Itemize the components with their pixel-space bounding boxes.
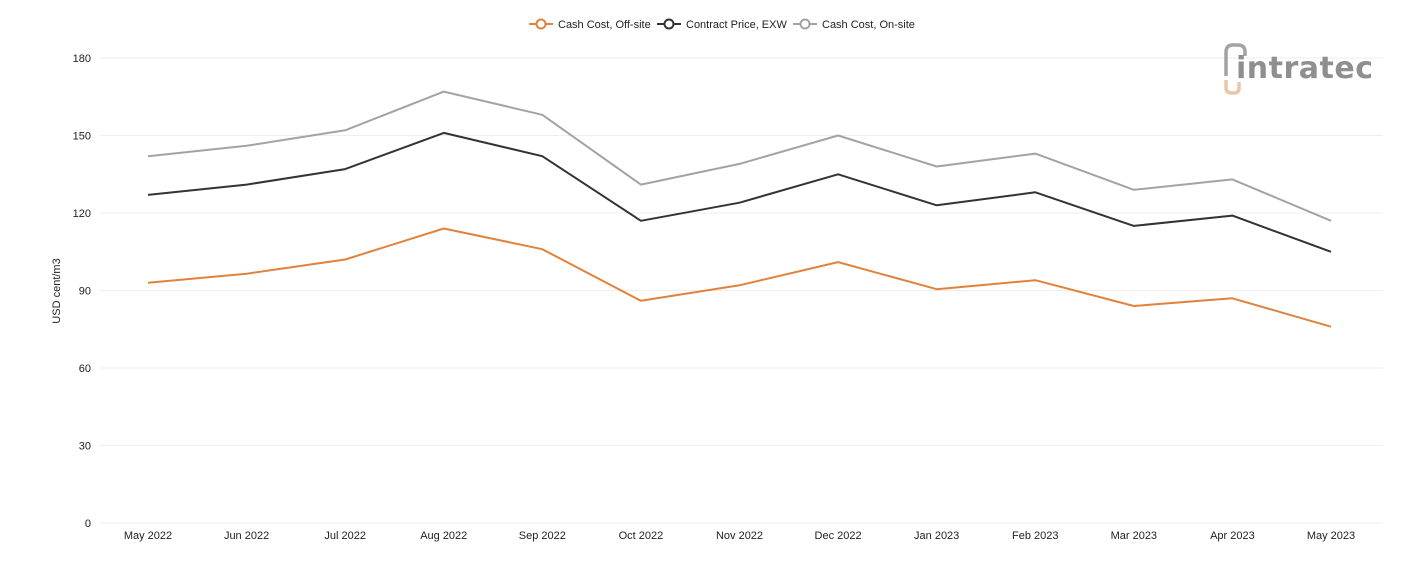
legend-marker <box>535 18 547 30</box>
y-axis-title: USD cent/m3 <box>51 258 63 323</box>
x-tick-label: Jun 2022 <box>224 530 269 542</box>
y-tick-label: 120 <box>73 208 91 220</box>
legend-item: Cash Cost, On-site <box>793 18 915 31</box>
x-tick-label: Apr 2023 <box>1210 530 1255 542</box>
x-tick-label: Feb 2023 <box>1012 530 1058 542</box>
legend: Cash Cost, Off-site Contract Price, EXW Ca… <box>529 18 915 31</box>
intratec-logo-icon <box>1224 43 1247 95</box>
y-tick-label: 90 <box>79 286 91 298</box>
legend-label: Cash Cost, On-site <box>822 19 915 31</box>
series-line-3 <box>147 90 1332 222</box>
x-tick-label: Sep 2022 <box>519 530 566 542</box>
y-tick-label: 30 <box>79 441 91 453</box>
legend-marker <box>663 18 675 30</box>
y-tick-label: 0 <box>85 518 91 530</box>
x-tick-label: Dec 2022 <box>815 530 862 542</box>
legend-marker <box>799 18 811 30</box>
legend-item: Cash Cost, Off-site <box>529 18 651 31</box>
x-tick-label: Jan 2023 <box>914 530 959 542</box>
logo-text: intratec <box>1236 51 1374 86</box>
x-tick-label: Nov 2022 <box>716 530 763 542</box>
y-axis-ticks: 0 30 60 90 120 150 180 <box>73 53 91 530</box>
y-tick-label: 150 <box>73 131 91 143</box>
legend-item: Contract Price, EXW <box>657 18 787 31</box>
x-axis-ticks: May 2022 Jun 2022 Jul 2022 Aug 2022 Sep 2022… <box>124 530 1355 542</box>
x-tick-label: Jul 2022 <box>324 530 366 542</box>
x-tick-label: Oct 2022 <box>619 530 664 542</box>
x-tick-label: May 2022 <box>124 530 172 542</box>
series-line-2 <box>147 131 1332 253</box>
series-lines <box>147 90 1332 328</box>
x-tick-label: May 2023 <box>1307 530 1355 542</box>
series-line-1 <box>147 227 1332 328</box>
y-tick-label: 60 <box>79 363 91 375</box>
y-tick-label: 180 <box>73 53 91 65</box>
legend-label: Cash Cost, Off-site <box>558 19 651 31</box>
x-tick-label: Aug 2022 <box>420 530 467 542</box>
intratec-logo: intratec <box>1222 42 1374 98</box>
gridlines <box>100 57 1383 524</box>
x-tick-label: Mar 2023 <box>1111 530 1157 542</box>
legend-label: Contract Price, EXW <box>686 19 787 31</box>
